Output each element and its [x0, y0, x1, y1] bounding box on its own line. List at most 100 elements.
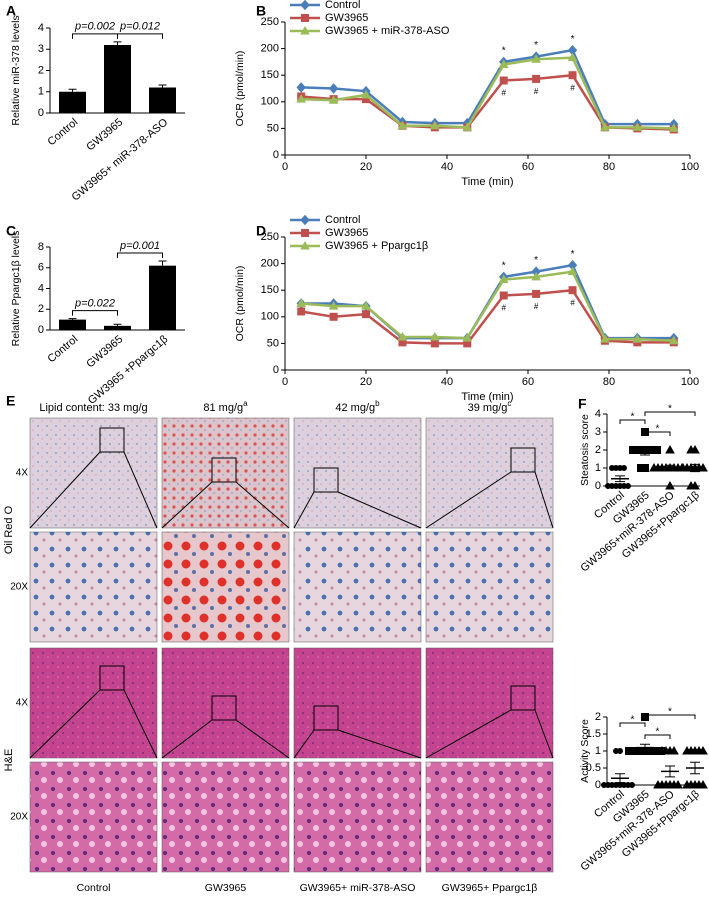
sig-mark: * [631, 715, 635, 726]
error-bar [113, 41, 122, 45]
sig-mark: * [571, 34, 575, 45]
x-tick-label: 40 [441, 161, 453, 173]
y-tick-label: 2 [595, 711, 601, 723]
micrograph [293, 647, 422, 759]
sem-bar [665, 464, 675, 472]
error-bar [68, 318, 77, 320]
sem-bar [640, 448, 650, 456]
marker [328, 95, 339, 104]
sig-mark: # [570, 298, 575, 307]
lipid-content: 39 mg/gc [468, 399, 512, 414]
x-axis-label: Time (min) [461, 176, 513, 188]
panel-letter: F [578, 396, 587, 412]
marker [462, 333, 473, 342]
column-label: GW3965+ Ppargc1β [442, 882, 538, 894]
marker [632, 122, 643, 131]
sig-mark: * [656, 424, 660, 435]
y-tick-label: 4 [38, 282, 44, 294]
bar [59, 319, 86, 330]
marker [625, 747, 633, 755]
marker [686, 480, 696, 490]
legend-label: Control [325, 0, 360, 11]
marker [397, 120, 408, 130]
marker [668, 335, 679, 345]
y-tick-label: 0 [273, 364, 279, 376]
magnification-label: 20X [10, 582, 28, 593]
marker [668, 123, 679, 132]
micrograph [293, 417, 422, 529]
error-bar [158, 84, 167, 88]
bracket [117, 33, 163, 39]
legend-label: GW3965 [325, 227, 368, 239]
x-tick-label: 40 [441, 376, 453, 388]
bar [149, 265, 176, 330]
y-tick-label: 0 [595, 480, 601, 492]
zoom-line [293, 729, 315, 759]
marker [621, 465, 627, 471]
bracket [619, 722, 646, 727]
marker [296, 94, 307, 103]
zoom-line [235, 719, 290, 759]
y-tick-label: 0 [38, 324, 44, 336]
marker [678, 462, 688, 472]
marker [362, 310, 370, 319]
micrograph [293, 761, 422, 873]
y-tick-label: 3 [38, 43, 44, 55]
marker [568, 71, 577, 80]
zoom-line [534, 709, 554, 759]
line [301, 263, 674, 340]
p-value: p=0.022 [74, 297, 115, 309]
marker [361, 301, 371, 310]
y-axis-label: Relative miR-378 levels [10, 15, 22, 125]
marker [601, 782, 607, 788]
sem-bar [615, 773, 625, 784]
y-tick-label: 200 [261, 43, 279, 55]
sig-mark: # [534, 302, 539, 311]
micrograph [161, 761, 290, 873]
lipid-superscript: c [507, 399, 511, 408]
zoom-line [123, 689, 158, 759]
y-tick-label: 4 [38, 22, 44, 34]
sig-mark: * [534, 255, 538, 266]
marker [328, 301, 339, 310]
x-tick-label: 0 [282, 161, 288, 173]
y-tick-label: 1 [595, 745, 601, 757]
bracket [644, 714, 696, 719]
sig-mark: * [571, 249, 575, 260]
y-tick-label: 0 [595, 779, 601, 791]
sig-mark: # [570, 83, 575, 92]
magnification-label: 4X [16, 698, 29, 709]
sem-bar [690, 761, 700, 775]
bracket [72, 310, 118, 316]
marker [300, 25, 310, 35]
marker [649, 462, 659, 472]
marker [600, 334, 610, 343]
zoom-line [123, 451, 158, 529]
x-tick-label: 60 [522, 376, 534, 388]
magnification-label: 20X [10, 812, 28, 823]
inset-box [510, 447, 536, 473]
x-tick-label: 80 [603, 161, 615, 173]
zoom-line [337, 729, 422, 759]
marker [665, 444, 675, 454]
bar [104, 45, 131, 113]
marker [669, 745, 679, 755]
y-axis-label: Activity Score [579, 719, 591, 783]
marker [653, 446, 661, 454]
lipid-value: Lipid content: 33 mg/g [39, 402, 147, 414]
marker [682, 745, 692, 755]
legend-label: Control [325, 214, 360, 226]
bar [149, 87, 176, 113]
y-tick-label: 1 [595, 462, 601, 474]
x-tick-label: 20 [360, 376, 372, 388]
micrograph [425, 647, 554, 759]
marker [698, 745, 708, 755]
zoom-line [534, 471, 554, 529]
marker [653, 779, 663, 789]
y-axis-label: OCR (pmol/min) [234, 51, 246, 127]
column-label: Control [77, 882, 111, 894]
panel-letter: C [6, 223, 16, 239]
marker [531, 54, 541, 63]
